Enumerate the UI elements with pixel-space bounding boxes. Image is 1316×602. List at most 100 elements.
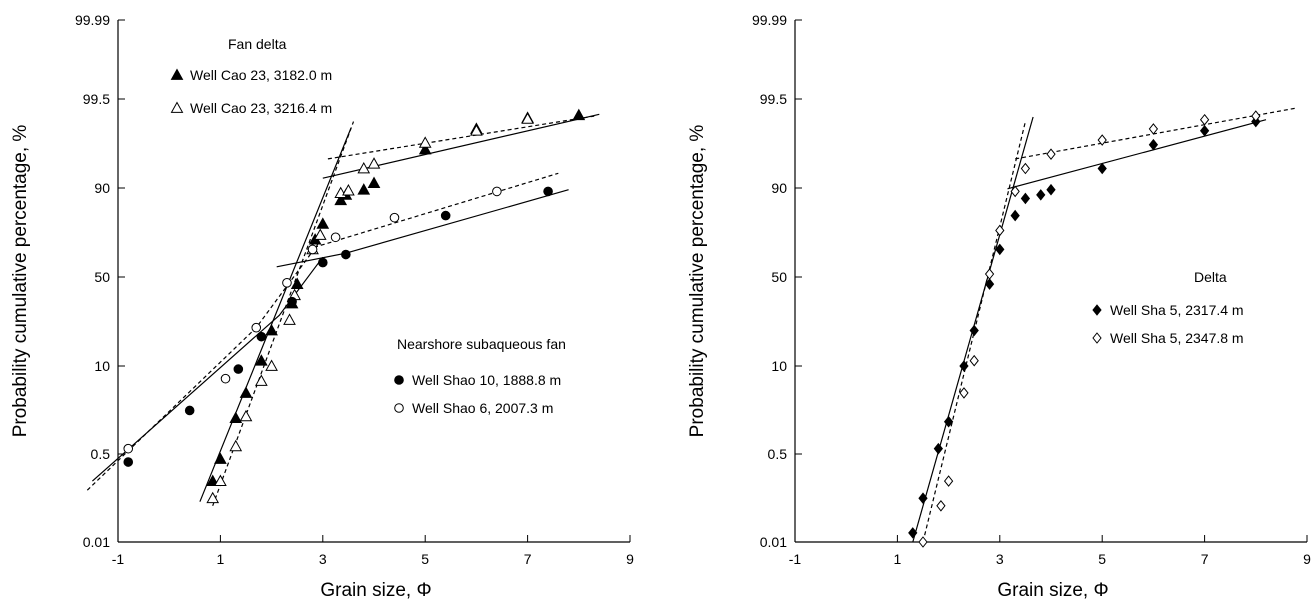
data-point: [959, 387, 969, 399]
data-point: [307, 244, 318, 255]
y-tick-label: 10: [771, 358, 787, 374]
data-point: [220, 373, 231, 384]
data-point: [984, 268, 995, 280]
data-point: [313, 228, 327, 240]
data-point: [969, 324, 979, 337]
data-point: [342, 184, 355, 196]
y-tick-label: 99.99: [752, 12, 787, 28]
fit-line-dashed: [307, 172, 559, 250]
data-point: [341, 249, 351, 260]
data-point: [984, 278, 995, 290]
y-tick-label: 50: [771, 269, 787, 285]
data-point: [265, 359, 278, 371]
data-point: [357, 161, 371, 174]
data-point: [389, 212, 400, 223]
data-point: [440, 210, 451, 221]
y-axis-label: Probability cumulative percentage, %: [10, 125, 31, 438]
data-point: [1097, 162, 1107, 175]
data-point: [233, 364, 244, 374]
data-point: [229, 439, 243, 452]
data-point: [239, 386, 253, 398]
fit-line-solid: [1007, 119, 1267, 190]
y-tick-label: 0.5: [768, 446, 788, 462]
data-point: [969, 354, 979, 367]
x-tick-label: 3: [319, 551, 327, 567]
data-point: [206, 474, 220, 486]
x-tick-label: 5: [1098, 551, 1106, 567]
x-axis-label: Grain size, Φ: [997, 580, 1108, 601]
legend-group-title: Delta: [1194, 269, 1227, 285]
legend-entry: Well Cao 23, 3182.0 m: [190, 67, 332, 83]
data-point: [543, 186, 553, 197]
data-point: [572, 108, 586, 121]
legend-entry: Well Shao 10, 1888.8 m: [412, 372, 561, 388]
data-point: [206, 491, 220, 504]
legend-group-title: Fan delta: [228, 36, 287, 52]
fit-line-dashed: [922, 121, 1026, 543]
legend-entry: Well Cao 23, 3216.4 m: [190, 100, 332, 116]
data-point: [1046, 183, 1056, 196]
y-tick-label: 99.5: [83, 91, 110, 107]
data-point: [995, 224, 1005, 237]
legend-marker: [170, 101, 184, 113]
data-point: [367, 176, 381, 188]
data-point: [229, 411, 243, 423]
data-point: [184, 405, 195, 416]
y-tick-label: 50: [94, 269, 110, 285]
fit-line-dashed: [212, 121, 355, 507]
data-point: [256, 331, 267, 342]
legend-entry: Well Sha 5, 2317.4 m: [1110, 302, 1244, 318]
data-point: [1148, 123, 1159, 135]
x-tick-label: 7: [1201, 551, 1209, 567]
data-point: [255, 354, 268, 366]
x-tick-label: -1: [112, 551, 125, 567]
data-point: [918, 492, 928, 505]
x-tick-label: 9: [1303, 551, 1311, 567]
x-tick-label: 5: [421, 551, 429, 567]
data-point: [418, 136, 432, 148]
fit-line-dashed: [327, 115, 595, 160]
data-point: [908, 527, 918, 539]
legend-entry: Well Sha 5, 2347.8 m: [1110, 330, 1244, 346]
data-point: [1046, 148, 1056, 160]
data-point: [918, 536, 928, 548]
y-tick-label: 90: [94, 180, 110, 196]
data-point: [283, 313, 296, 325]
data-point: [1020, 162, 1031, 175]
data-point: [943, 415, 954, 428]
data-point: [123, 457, 134, 467]
legend-marker: [1092, 304, 1102, 316]
y-tick-label: 99.5: [760, 91, 787, 107]
x-axis-label: Grain size, Φ: [320, 580, 431, 601]
data-point: [282, 278, 292, 288]
data-point: [936, 499, 946, 512]
left-chart-fan-delta: 0.01 0.5 10 50 90 99.5 99.99 -1 1 3 5 7 9 Grain size,…: [10, 12, 634, 601]
y-tick-label: 0.01: [760, 534, 787, 550]
legend-marker: [394, 375, 404, 385]
data-point: [492, 186, 502, 197]
y-axis-label: Probability cumulative percentage, %: [687, 125, 708, 438]
data-point: [357, 183, 371, 195]
data-point: [1097, 134, 1107, 146]
data-point: [521, 112, 534, 124]
data-point: [1010, 209, 1020, 222]
data-point: [995, 243, 1005, 256]
x-tick-label: 1: [217, 551, 225, 567]
data-point: [943, 475, 954, 487]
data-point: [1010, 185, 1020, 198]
data-point: [1251, 110, 1261, 122]
x-tick-label: 9: [626, 551, 634, 567]
data-point: [255, 374, 268, 386]
data-point: [418, 142, 432, 155]
y-tick-label: 10: [94, 358, 110, 374]
fit-line-solid: [199, 127, 352, 502]
data-point: [290, 277, 304, 289]
y-tick-label: 0.01: [83, 534, 110, 550]
data-point: [1199, 113, 1210, 126]
x-tick-label: -1: [789, 551, 802, 567]
data-point: [1148, 138, 1159, 151]
y-tick-label: 99.99: [75, 12, 110, 28]
data-point: [933, 442, 944, 455]
legend-marker: [1092, 332, 1102, 344]
